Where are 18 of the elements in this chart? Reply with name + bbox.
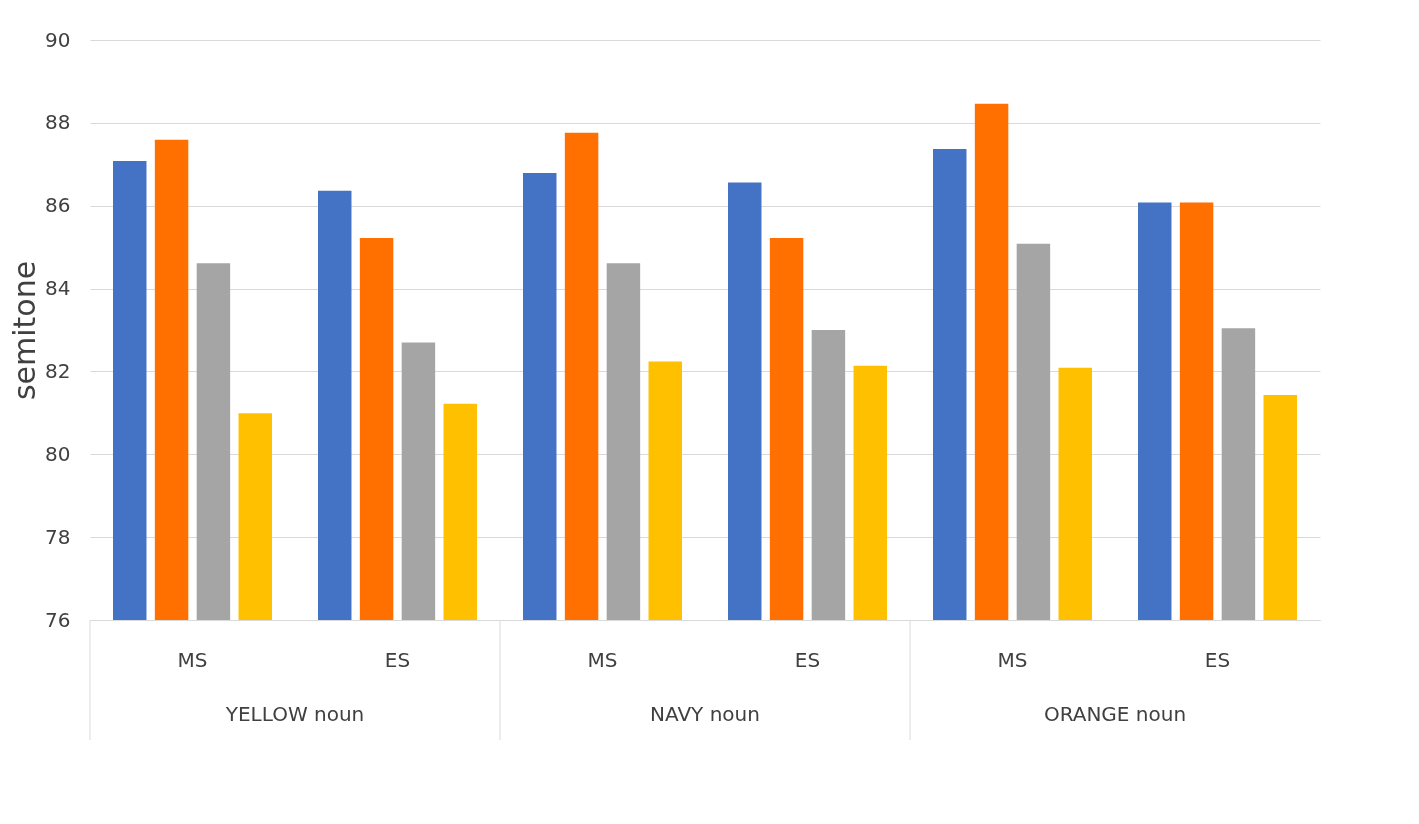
y-tick-label: 90 [45, 27, 71, 52]
y-axis-title: semitone [7, 260, 43, 401]
x-tick-label: MS [587, 647, 618, 672]
text: YELLOW noun [224, 702, 365, 726]
y-tick-label: 84 [45, 276, 71, 301]
text: ORANGE noun [1043, 702, 1187, 726]
y-tick-label: 86 [45, 193, 71, 218]
x-tick-label: ES [794, 647, 821, 672]
y-tick-label: 88 [45, 110, 71, 135]
y-tick-label: 80 [45, 441, 71, 466]
x-tick-label: ES [384, 647, 411, 672]
text: NAVY noun [650, 702, 760, 726]
x-tick-label: MS [177, 647, 208, 672]
y-tick-label: 76 [45, 607, 71, 632]
x-tick-label: ES [1204, 647, 1231, 672]
y-tick-label: 78 [45, 524, 71, 549]
y-tick-label: 82 [45, 358, 71, 383]
x-tick-label: MS [997, 647, 1028, 672]
